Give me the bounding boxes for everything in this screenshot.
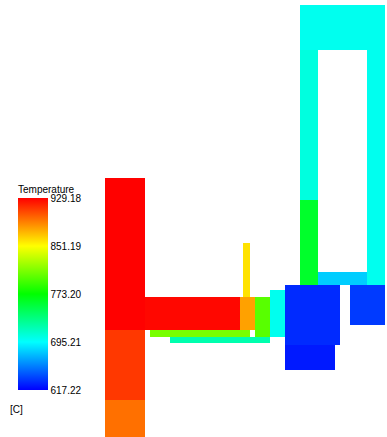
- svg-text:Temperature: Temperature: [18, 184, 75, 195]
- svg-text:617.22: 617.22: [51, 385, 82, 396]
- svg-text:695.21: 695.21: [51, 337, 82, 348]
- svg-text:929.18: 929.18: [51, 193, 82, 204]
- svg-text:773.20: 773.20: [51, 289, 82, 300]
- svg-text:[C]: [C]: [10, 404, 23, 415]
- svg-text:851.19: 851.19: [51, 241, 82, 252]
